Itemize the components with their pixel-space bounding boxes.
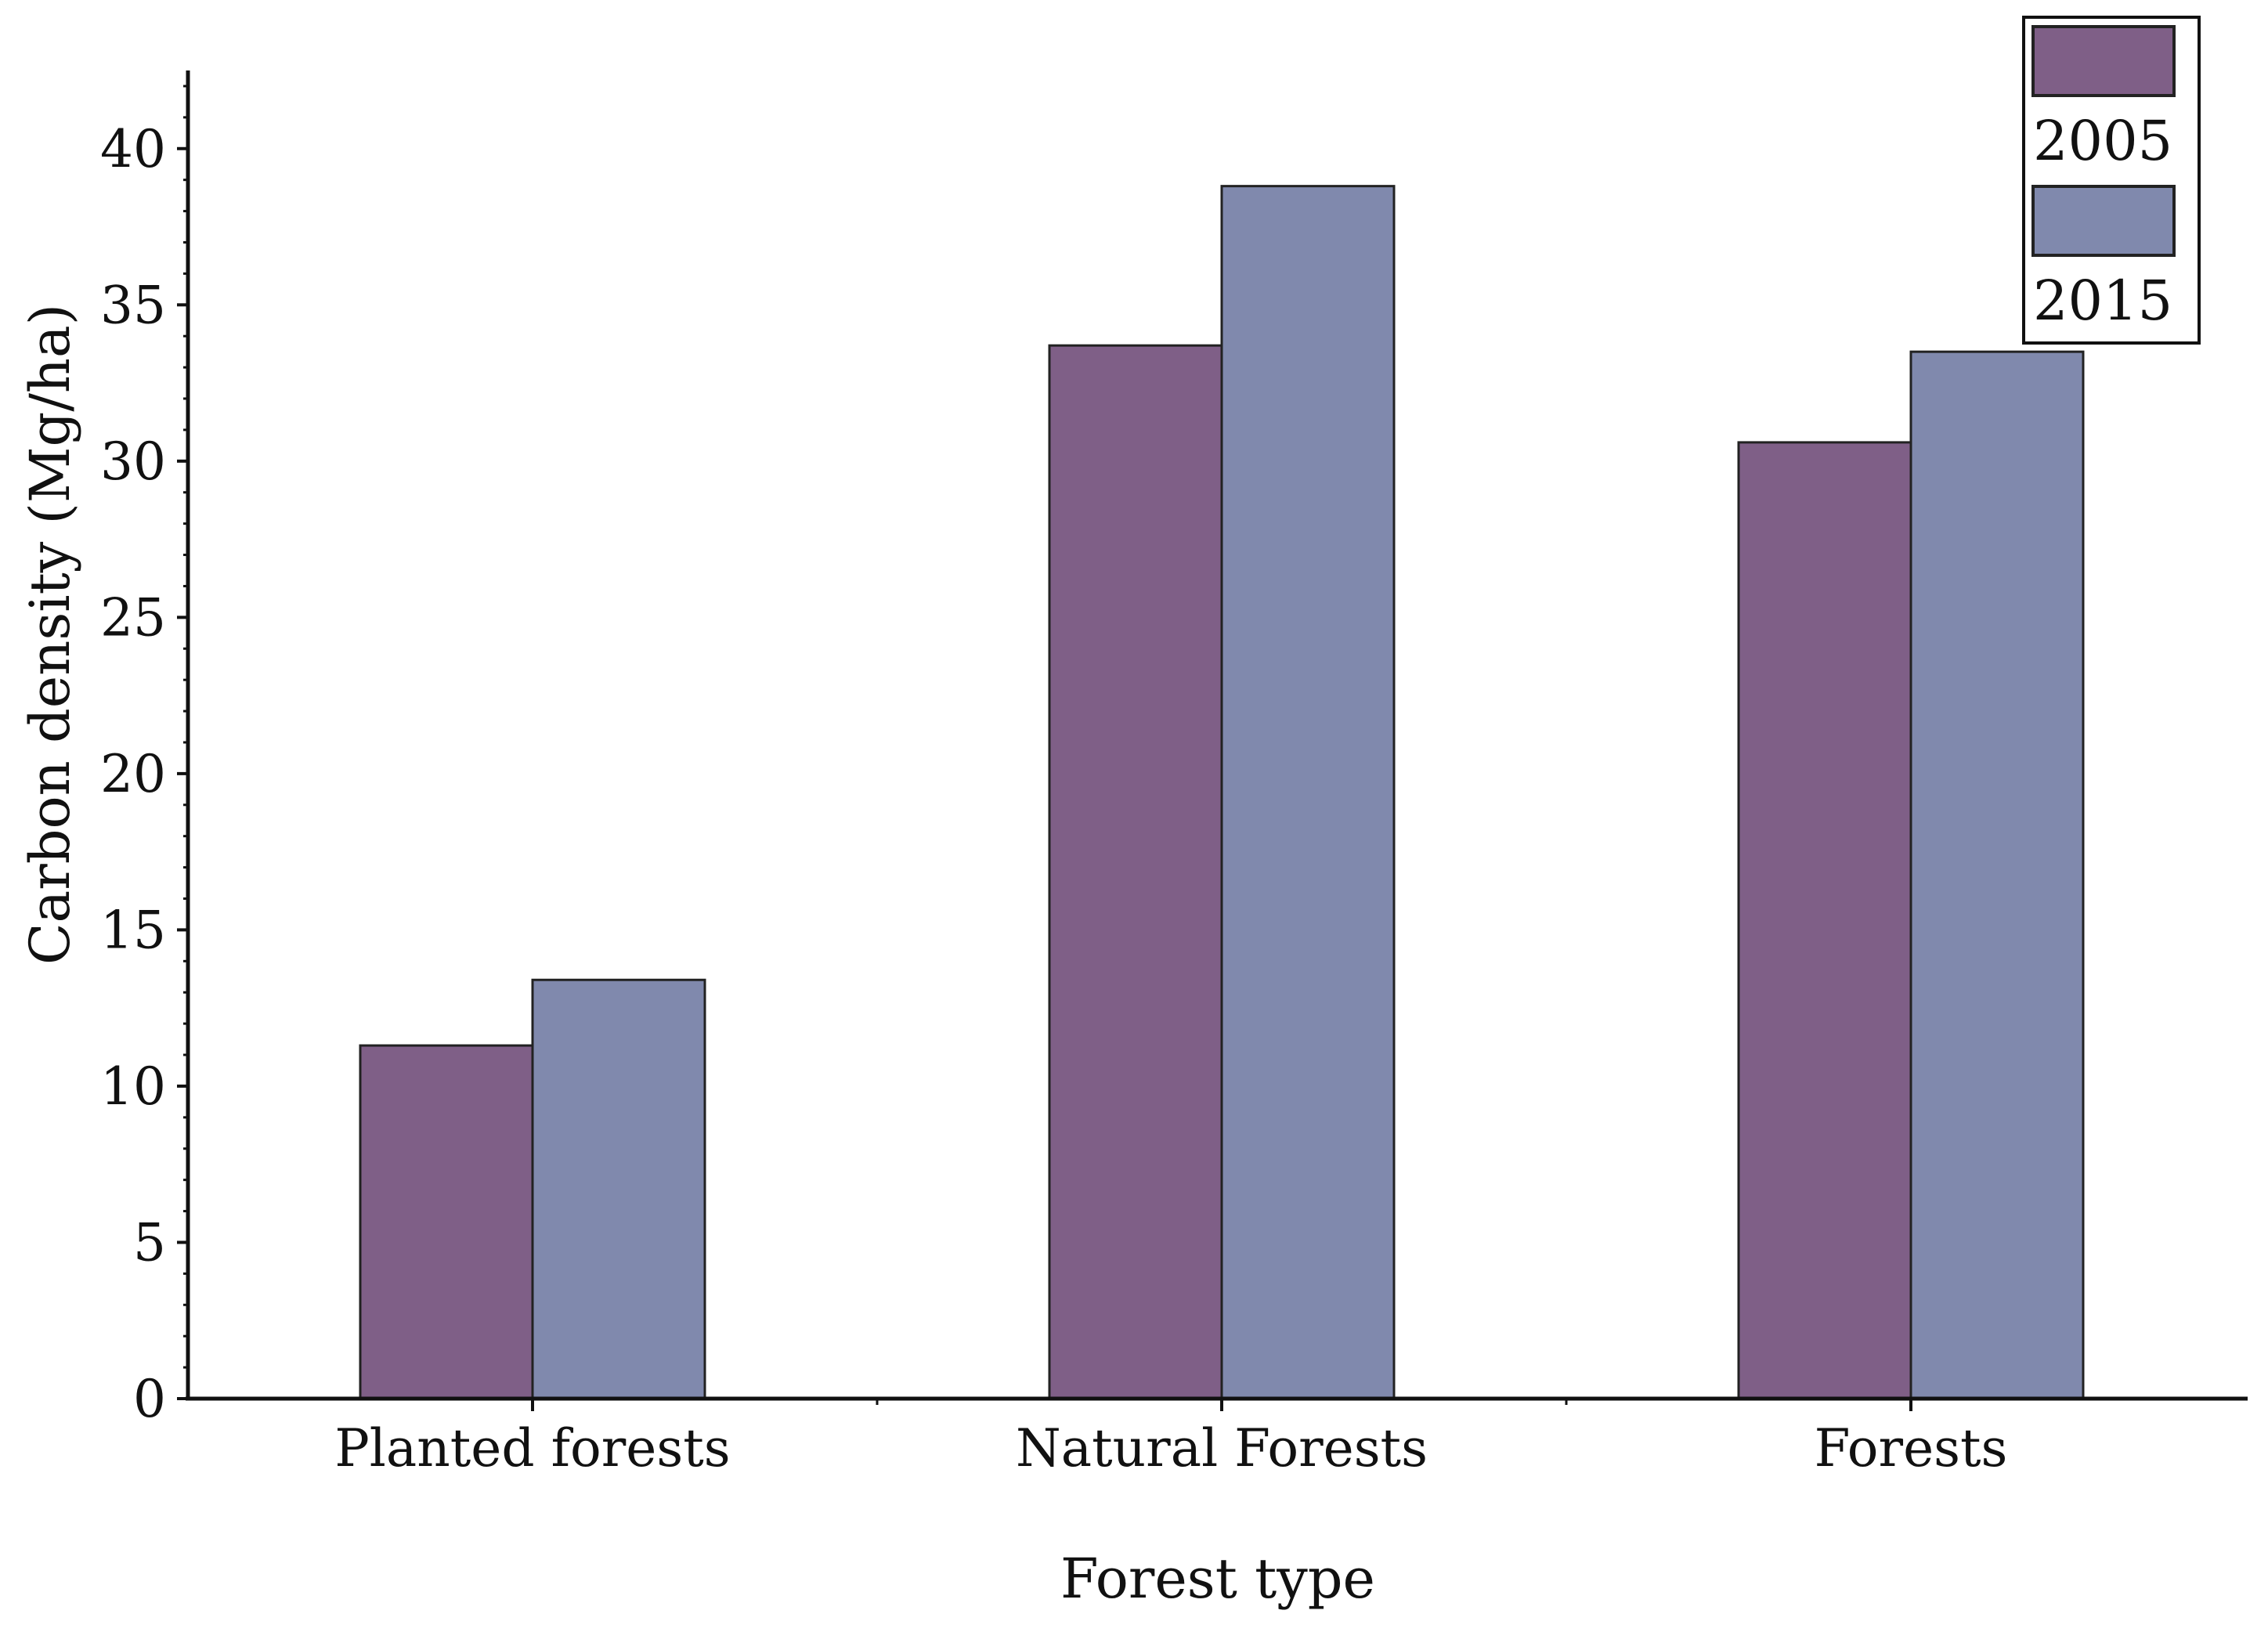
- legend-swatch-2015: [2031, 185, 2176, 257]
- x-tick-label: Planted forests: [334, 1418, 730, 1479]
- y-axis-title: Carbon density (Mg/ha): [18, 304, 82, 965]
- legend-label-2005: 2005: [2033, 109, 2172, 173]
- axes-group: [186, 70, 2248, 1401]
- y-tick-label: 35: [100, 275, 166, 335]
- bar-forests-2005: [1737, 441, 1912, 1400]
- y-tick-label: 30: [100, 431, 166, 492]
- bar-planted-forests-2005: [359, 1044, 534, 1400]
- x-tick-label: Natural Forests: [1016, 1418, 1428, 1479]
- y-tick-label: 25: [100, 587, 166, 648]
- y-ticks-group: 0 5 10 15 20 25 30 35 40: [100, 85, 188, 1429]
- bar-natural-forests-2005: [1048, 344, 1223, 1400]
- y-tick-label: 20: [100, 744, 166, 804]
- bar-forests-2015: [1909, 350, 2085, 1400]
- y-tick-label: 5: [133, 1212, 166, 1273]
- y-tick-label: 10: [100, 1056, 166, 1117]
- y-tick-label: 0: [133, 1369, 166, 1429]
- bars-group: [359, 185, 2085, 1400]
- x-axis-title: Forest type: [1060, 1547, 1375, 1611]
- legend: 2005 2015: [2022, 16, 2201, 345]
- y-tick-label: 40: [100, 119, 166, 179]
- bar-natural-forests-2015: [1220, 185, 1396, 1400]
- bar-planted-forests-2015: [531, 978, 706, 1400]
- legend-swatch-2005: [2031, 25, 2176, 97]
- legend-label-2015: 2015: [2033, 269, 2172, 333]
- y-tick-label: 15: [100, 900, 166, 960]
- x-tick-label: Forests: [1815, 1418, 2008, 1479]
- x-ticks-group: Planted forests Natural Forests Forests: [334, 1399, 2007, 1479]
